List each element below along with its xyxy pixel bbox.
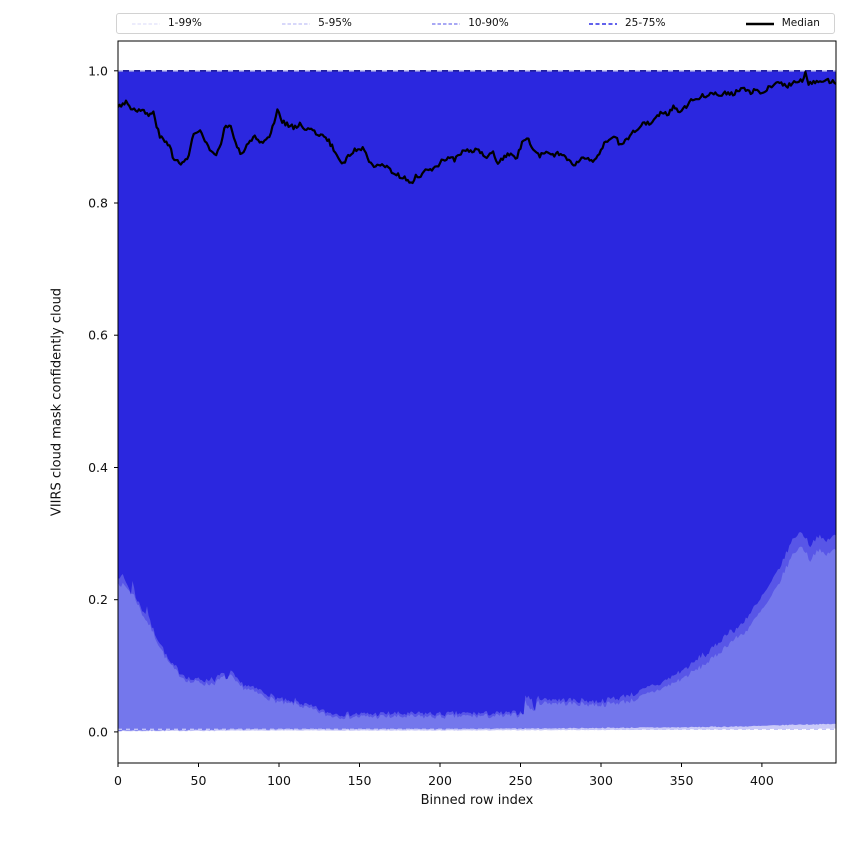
y-tick-label: 0.6 [88, 328, 108, 343]
legend-item-label: 1-99% [168, 17, 202, 30]
legend-line-sample [282, 23, 311, 24]
x-tick-label: 200 [428, 773, 452, 788]
legend-item-25-75-: 25-75% [588, 17, 666, 30]
x-tick-label: 0 [114, 773, 122, 788]
legend-item-1-99-: 1-99% [131, 18, 202, 29]
legend-item-median: Median [745, 18, 820, 29]
axes-frame [117, 40, 837, 764]
median-line [118, 70, 836, 185]
y-tick-label: 1.0 [88, 63, 108, 78]
legend-item-label: 10-90% [468, 17, 509, 30]
legend-line-sample [132, 23, 160, 24]
band-25-75% [118, 70, 836, 717]
legend-item-5-95-: 5-95% [281, 18, 352, 29]
x-tick-label: 250 [509, 773, 533, 788]
legend: 1-99% 5-95% 10-90% 25-75% Median [116, 13, 835, 34]
x-tick-label: 150 [348, 773, 372, 788]
x-tick-label: 50 [191, 773, 207, 788]
legend-line-sample [432, 22, 461, 25]
x-tick-label: 350 [670, 773, 694, 788]
legend-item-10-90-: 10-90% [431, 18, 509, 29]
y-tick-label: 0.8 [88, 196, 108, 211]
x-tick-label: 400 [750, 773, 774, 788]
y-tick-label: 0.4 [88, 460, 108, 475]
x-tick-label: 100 [267, 773, 291, 788]
legend-item-label: Median [781, 17, 820, 30]
x-axis-title: Binned row index [420, 793, 534, 808]
y-axis-title: VIIRS cloud mask confidently cloud [49, 287, 65, 517]
y-tick-label: 0.2 [88, 592, 108, 607]
legend-item-label: 25-75% [624, 17, 666, 30]
y-tick-label: 0.0 [88, 724, 108, 739]
x-tick-label: 300 [589, 773, 613, 788]
legend-item-label: 5-95% [318, 17, 352, 30]
legend-line-sample [745, 22, 774, 25]
legend-line-sample [588, 22, 617, 25]
